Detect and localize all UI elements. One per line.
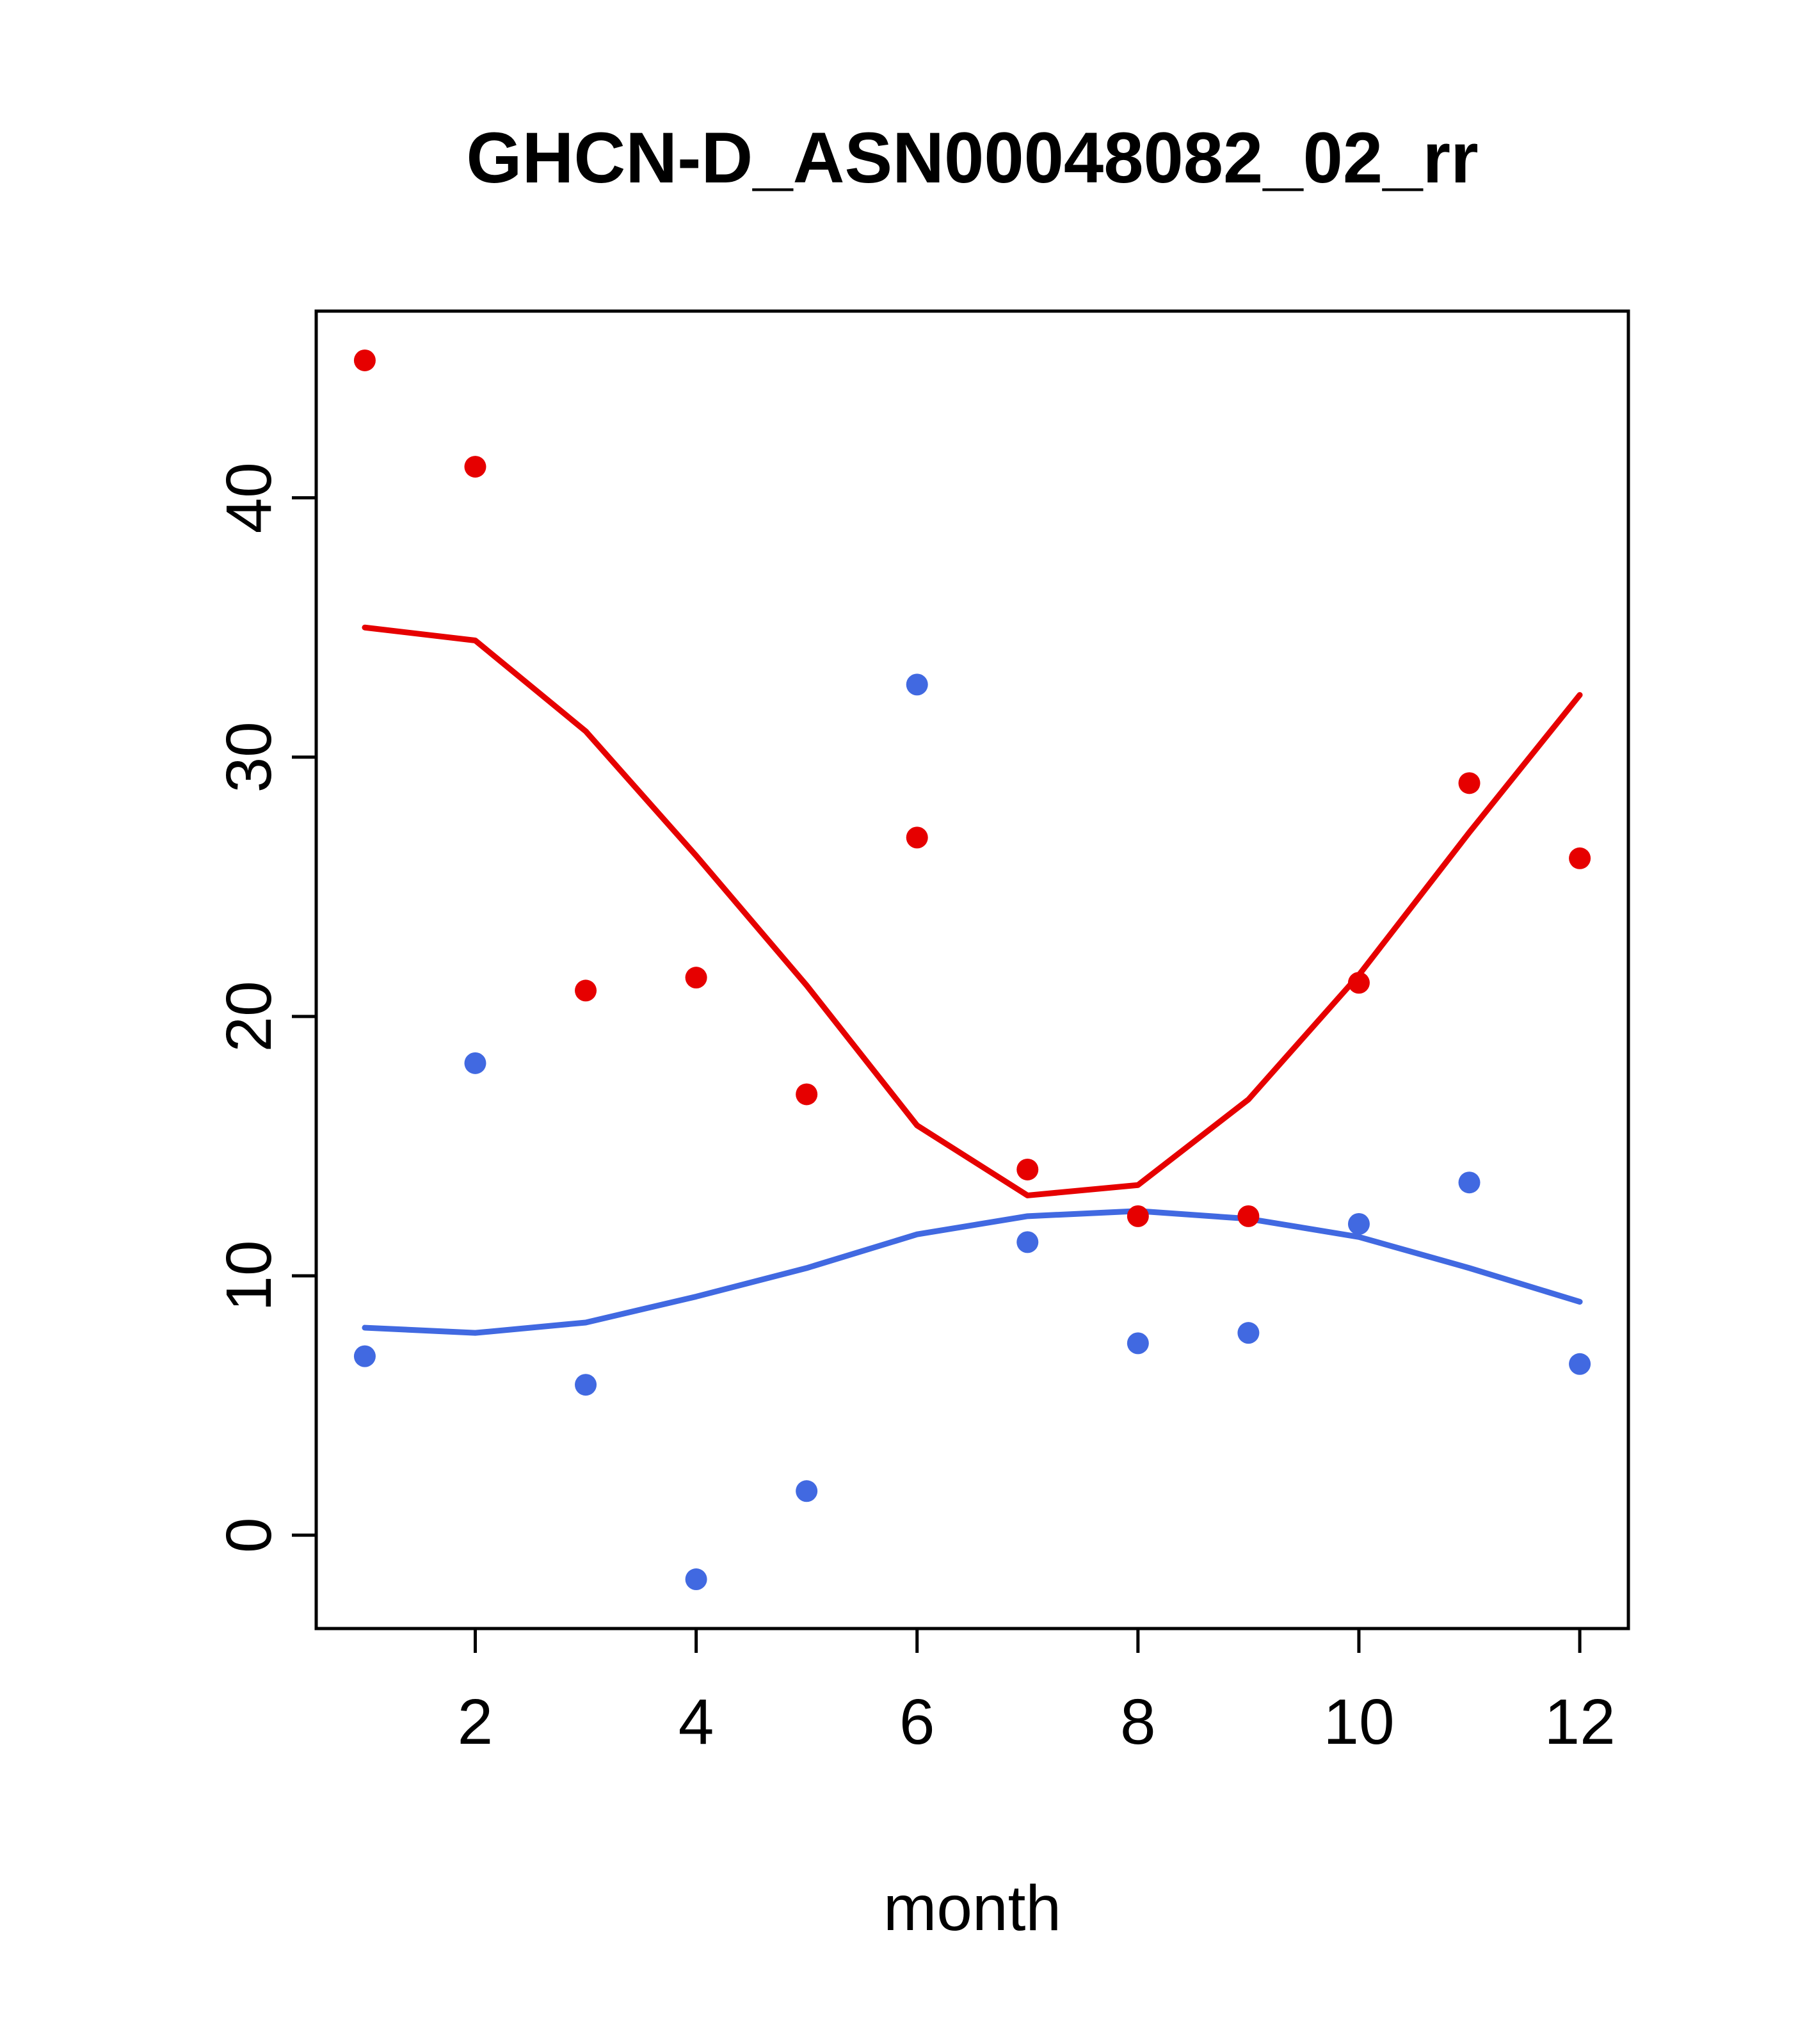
red-point (1458, 772, 1481, 794)
blue-point (1458, 1171, 1481, 1194)
blue-point (464, 1052, 486, 1074)
y-tick-label: 10 (213, 1240, 285, 1311)
y-axis-ticks: 0 10 20 30 40 (213, 462, 316, 1553)
blue-point (575, 1374, 597, 1396)
blue-point (796, 1480, 818, 1502)
red-point (1127, 1205, 1149, 1227)
red-point (906, 826, 928, 849)
blue-point (1016, 1231, 1039, 1253)
x-tick-label: 12 (1544, 1686, 1615, 1758)
red-trend-line (362, 624, 1583, 1198)
blue-point (353, 1345, 376, 1367)
blue-point (1237, 1322, 1260, 1344)
y-tick-label: 30 (213, 721, 285, 793)
red-point (1347, 972, 1370, 994)
x-tick-label: 2 (458, 1686, 494, 1758)
blue-point (906, 673, 928, 696)
x-tick-label: 6 (899, 1686, 935, 1758)
blue-point (1347, 1213, 1370, 1235)
x-tick-label: 4 (678, 1686, 714, 1758)
blue-trend-line (362, 1208, 1583, 1336)
x-axis-label: month (883, 1872, 1061, 1944)
chart-title: GHCN-D_ASN00048082_02_rr (466, 118, 1478, 198)
red-point (575, 979, 597, 1002)
red-point (464, 456, 486, 478)
red-point (353, 349, 376, 371)
plot-border (314, 309, 1630, 1630)
red-point (1016, 1158, 1039, 1180)
blue-point (1569, 1353, 1591, 1375)
y-tick-label: 20 (213, 981, 285, 1052)
y-tick-label: 0 (213, 1517, 285, 1553)
data-points (353, 349, 1591, 1591)
y-tick-label: 40 (213, 462, 285, 533)
x-tick-label: 10 (1323, 1686, 1394, 1758)
x-tick-label: 8 (1120, 1686, 1156, 1758)
red-point (1237, 1205, 1260, 1227)
red-point (685, 967, 707, 989)
blue-point (1127, 1332, 1149, 1355)
trend-lines (362, 624, 1583, 1336)
blue-point (685, 1568, 707, 1591)
red-point (1569, 847, 1591, 869)
x-axis-ticks: 2 4 6 8 10 12 (458, 1629, 1616, 1758)
red-point (796, 1083, 818, 1106)
